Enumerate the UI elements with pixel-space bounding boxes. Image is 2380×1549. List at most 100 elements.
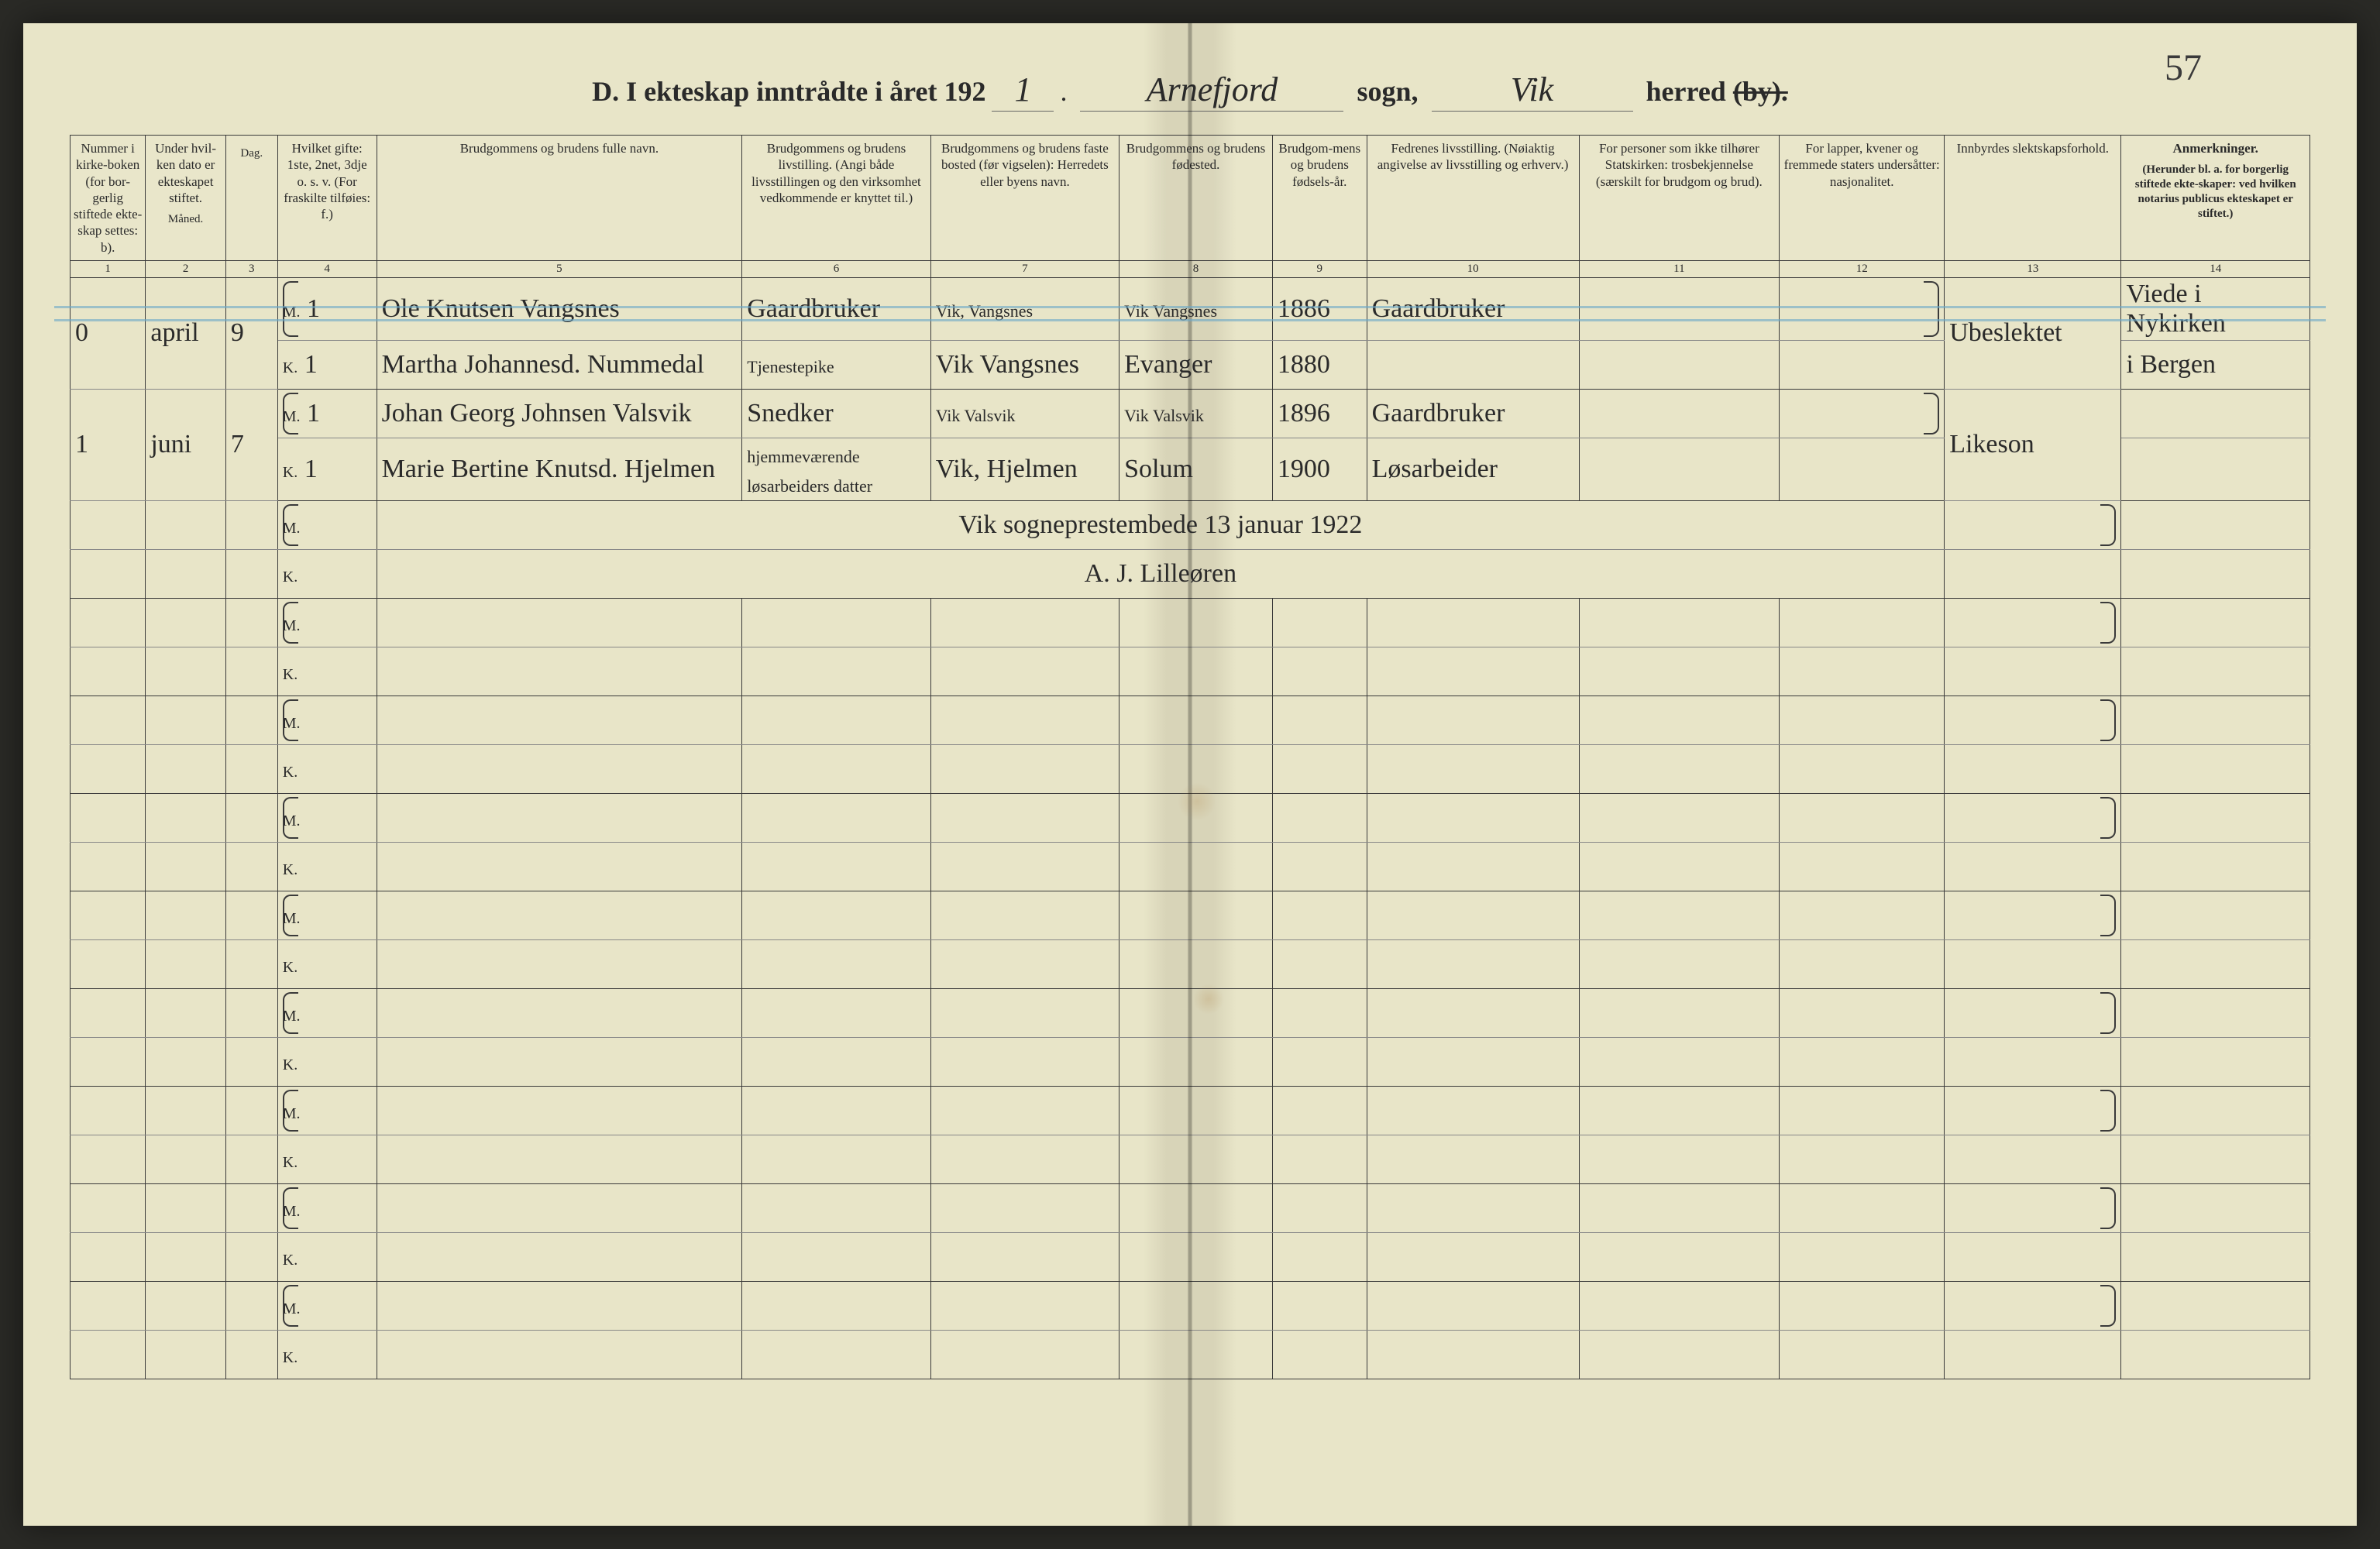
cell [1272, 842, 1367, 891]
bride-residence: Vik, Hjelmen [930, 438, 1119, 500]
cell: K. [277, 1135, 377, 1183]
cell [225, 549, 277, 598]
cell [1119, 598, 1273, 647]
ledger-page: 57 D. I ekteskap inntrådte i året 1921. … [23, 23, 2357, 1526]
cell [1272, 744, 1367, 793]
cell [146, 549, 225, 598]
cell [1780, 647, 1945, 696]
cell: M. [277, 1086, 377, 1135]
cell [742, 793, 930, 842]
cell [1945, 1232, 2121, 1281]
groom-residence: Vik, Vangsnes [930, 277, 1119, 340]
cell [377, 842, 742, 891]
cell [2121, 1281, 2310, 1330]
cell [377, 647, 742, 696]
cell [1945, 1330, 2121, 1379]
cell [1272, 1281, 1367, 1330]
cell [1119, 1330, 1273, 1379]
cell [1579, 988, 1780, 1037]
column-number: 7 [930, 260, 1119, 277]
column-number: 1 [71, 260, 146, 277]
cell [2121, 891, 2310, 939]
cell [1367, 1281, 1579, 1330]
cell [377, 696, 742, 744]
cell [377, 1183, 742, 1232]
column-number: 14 [2121, 260, 2310, 277]
entry-month: juni [146, 389, 225, 500]
cell [1367, 793, 1579, 842]
cell [1780, 1330, 1945, 1379]
cell [1272, 939, 1367, 988]
cell [2121, 500, 2310, 549]
column-number: 12 [1780, 260, 1945, 277]
cell [1579, 1086, 1780, 1135]
cell [1780, 891, 1945, 939]
cell [1780, 793, 1945, 842]
cell: M. [277, 598, 377, 647]
cell [1367, 1330, 1579, 1379]
table-row: 1juni7M. 1Johan Georg Johnsen ValsvikSne… [71, 389, 2310, 438]
cell [71, 549, 146, 598]
cell: M. [277, 891, 377, 939]
cell [71, 1281, 146, 1330]
cell [71, 891, 146, 939]
cell [1272, 647, 1367, 696]
column-header: For lapper, kvener og fremmede staters u… [1780, 136, 1945, 261]
column-header: For personer som ikke tilhører Statskirk… [1579, 136, 1780, 261]
cell [1367, 842, 1579, 891]
cell [930, 696, 1119, 744]
cell [742, 1183, 930, 1232]
cell [1579, 696, 1780, 744]
cell [1579, 939, 1780, 988]
bride-name: Martha Johannesd. Nummedal [377, 340, 742, 389]
cell [146, 647, 225, 696]
cell [377, 1135, 742, 1183]
cell [1579, 1232, 1780, 1281]
col11 [1579, 340, 1780, 389]
paper-stain [1193, 984, 1224, 1015]
district-value: Vik [1432, 70, 1633, 112]
cell [930, 988, 1119, 1037]
cell [1945, 744, 2121, 793]
cell [1272, 891, 1367, 939]
bride-father: Løsarbeider [1367, 438, 1579, 500]
cell [1367, 647, 1579, 696]
cell [146, 1330, 225, 1379]
column-number: 9 [1272, 260, 1367, 277]
cell [146, 696, 225, 744]
cell [742, 1037, 930, 1086]
remarks: Viede i Nykirken [2121, 277, 2310, 340]
col13: Likeson [1945, 389, 2121, 500]
table-row: M. [71, 988, 2310, 1037]
cell [1119, 1135, 1273, 1183]
cell: M. [277, 500, 377, 549]
entry-number: 1 [71, 389, 146, 500]
cell [71, 696, 146, 744]
cell [2121, 1330, 2310, 1379]
cell [225, 1037, 277, 1086]
cell [225, 647, 277, 696]
cell [377, 793, 742, 842]
col11 [1579, 277, 1780, 340]
cell [71, 939, 146, 988]
groom-name: Johan Georg Johnsen Valsvik [377, 389, 742, 438]
remarks [2121, 438, 2310, 500]
cell [930, 598, 1119, 647]
cell [377, 1086, 742, 1135]
cell [146, 1232, 225, 1281]
table-row: M. [71, 696, 2310, 744]
cell [930, 1037, 1119, 1086]
cell [2121, 1086, 2310, 1135]
groom-father: Gaardbruker [1367, 389, 1579, 438]
cell [1945, 1086, 2121, 1135]
cell [2121, 696, 2310, 744]
col11 [1579, 389, 1780, 438]
cell [1579, 1037, 1780, 1086]
groom-name: Ole Knutsen Vangsnes [377, 277, 742, 340]
cell [146, 500, 225, 549]
column-number: 6 [742, 260, 930, 277]
cell [146, 793, 225, 842]
cell [1945, 939, 2121, 988]
table-row: M. [71, 1086, 2310, 1135]
cell [1367, 939, 1579, 988]
